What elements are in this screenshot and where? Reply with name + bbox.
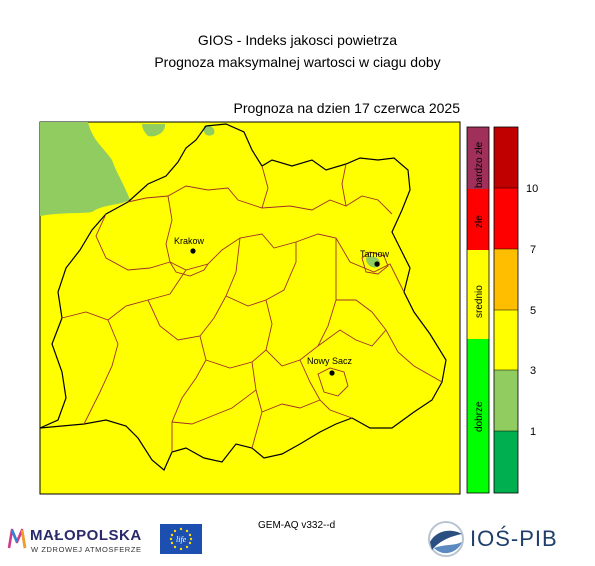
scale-tick-1: 1	[530, 426, 536, 438]
category-zle	[467, 189, 489, 250]
scale-tick-10: 10	[526, 183, 538, 195]
scale-tick-7: 7	[530, 244, 536, 256]
malopolska-logo-subtitle: W ZDROWEJ ATMOSFERZE	[31, 545, 142, 554]
city-nowy-sacz: Nowy Sacz	[307, 356, 353, 376]
ios-pib-logo-icon	[428, 521, 464, 557]
county-borders	[61, 163, 443, 452]
city-tarnow: Tarnow	[360, 249, 390, 267]
chart-subtitle: Prognoza maksymalnej wartosci w ciagu do…	[154, 54, 441, 70]
category-label-dobrze: dobrze	[474, 401, 485, 432]
scale-step-6	[494, 127, 518, 188]
city-marker	[190, 248, 196, 254]
category-srednio	[467, 250, 489, 339]
category-label-zle: złe	[474, 215, 485, 228]
malopolska-logo-icon	[7, 528, 27, 549]
malopolska-logo-name: MAŁOPOLSKA	[30, 527, 142, 544]
category-legend: bardzo złe złe srednio dobrze	[466, 126, 490, 494]
scale-step-4	[494, 249, 518, 310]
model-version: GEM-AQ v332--d	[258, 520, 336, 531]
category-label-srednio: srednio	[474, 285, 485, 318]
city-marker	[374, 261, 380, 267]
index-scale: 10 7 5 3 1	[493, 126, 538, 494]
svg-text:life: life	[176, 535, 187, 544]
city-marker	[329, 370, 335, 376]
eu-flag-icon: life	[160, 524, 202, 554]
scale-step-3	[494, 310, 518, 370]
good-quality-areas	[40, 122, 381, 268]
scale-tick-3: 3	[530, 365, 536, 377]
city-krakow: Krakow	[174, 236, 205, 254]
scale-step-5	[494, 188, 518, 249]
chart-title: GIOS - Indeks jakosci powietrza	[197, 32, 398, 48]
category-bardzo-zle	[467, 127, 489, 189]
category-label-bardzo-zle: bardzo złe	[474, 141, 485, 188]
scale-step-2	[494, 370, 518, 431]
city-label: Krakow	[174, 236, 205, 246]
forecast-date: Prognoza na dzien 17 czerwca 2025	[233, 100, 460, 116]
city-label: Nowy Sacz	[307, 356, 353, 366]
category-dobrze	[467, 339, 489, 493]
ios-pib-logo-name: IOŚ-PIB	[470, 526, 558, 551]
scale-tick-5: 5	[530, 305, 536, 317]
scale-step-1	[494, 431, 518, 493]
region-border	[39, 123, 447, 471]
city-label: Tarnow	[360, 249, 390, 259]
